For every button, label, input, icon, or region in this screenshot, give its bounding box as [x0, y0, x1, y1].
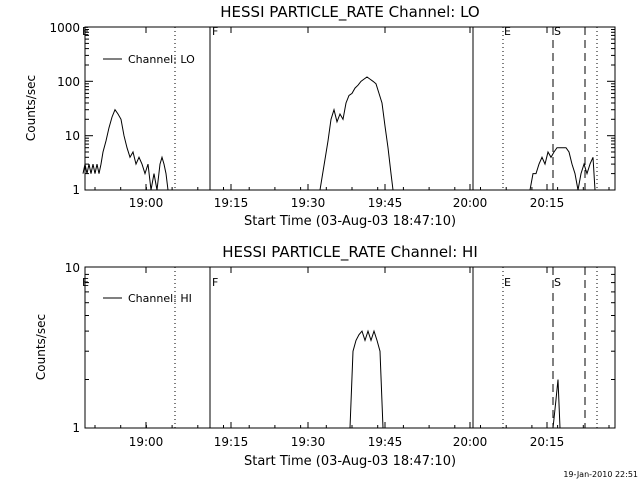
- bottom-panel: HESSI PARTICLE_RATE Channel: HI Counts/s…: [34, 243, 616, 469]
- top-ytick-label: 10: [65, 129, 80, 143]
- top-legend-label: Channel: LO: [128, 53, 195, 66]
- bottom-axis-ticks: [85, 267, 615, 429]
- top-xtick-label: 19:45: [368, 196, 403, 210]
- series-line: [82, 76, 596, 191]
- bottom-x-axis-label: Start Time (03-Aug-03 18:47:10): [244, 454, 456, 469]
- top-xtick-label: 19:15: [214, 196, 249, 210]
- bottom-chart-title: HESSI PARTICLE_RATE Channel: HI: [222, 243, 478, 262]
- top-ytick-label: 100: [57, 75, 80, 89]
- top-plot-frame: [84, 26, 616, 191]
- top-ytick-label: 1000: [49, 21, 80, 35]
- top-xtick-label: 19:00: [129, 196, 164, 210]
- bottom-ytick-label: 1: [72, 421, 80, 435]
- bottom-y-axis-label: Counts/sec: [34, 314, 48, 380]
- top-xtick-label: 20:00: [453, 196, 488, 210]
- top-marker-label: E: [82, 25, 89, 38]
- bottom-marker-label: E: [504, 276, 511, 289]
- top-xtick-label: 19:30: [291, 196, 326, 210]
- top-marker-label: E: [504, 25, 511, 38]
- bottom-legend-label: Channel: HI: [128, 292, 192, 305]
- series-line: [349, 329, 561, 429]
- top-ytick-label: 1: [72, 183, 80, 197]
- top-x-axis-label: Start Time (03-Aug-03 18:47:10): [244, 214, 456, 229]
- top-chart-title: HESSI PARTICLE_RATE Channel: LO: [220, 3, 479, 22]
- top-data-series: [82, 76, 596, 191]
- bottom-xtick-label: 20:00: [453, 435, 488, 449]
- top-xtick-label: 20:15: [530, 196, 565, 210]
- bottom-xtick-label: 20:15: [530, 435, 565, 449]
- top-marker-label: S: [554, 25, 561, 38]
- bottom-marker-label: S: [554, 276, 561, 289]
- top-marker-label: F: [212, 25, 218, 38]
- bottom-marker-label: F: [212, 276, 218, 289]
- top-axis-ticks: [85, 27, 615, 191]
- bottom-xtick-label: 19:30: [291, 435, 326, 449]
- top-y-axis-label: Counts/sec: [24, 75, 38, 141]
- bottom-xtick-label: 19:15: [214, 435, 249, 449]
- bottom-ytick-label: 10: [65, 261, 80, 275]
- bottom-xtick-label: 19:45: [368, 435, 403, 449]
- bottom-xtick-label: 19:00: [129, 435, 164, 449]
- top-panel: HESSI PARTICLE_RATE Channel: LO Counts/s…: [24, 3, 616, 229]
- bottom-data-series: [349, 329, 561, 429]
- footer-timestamp: 19-Jan-2010 22:51: [563, 470, 638, 479]
